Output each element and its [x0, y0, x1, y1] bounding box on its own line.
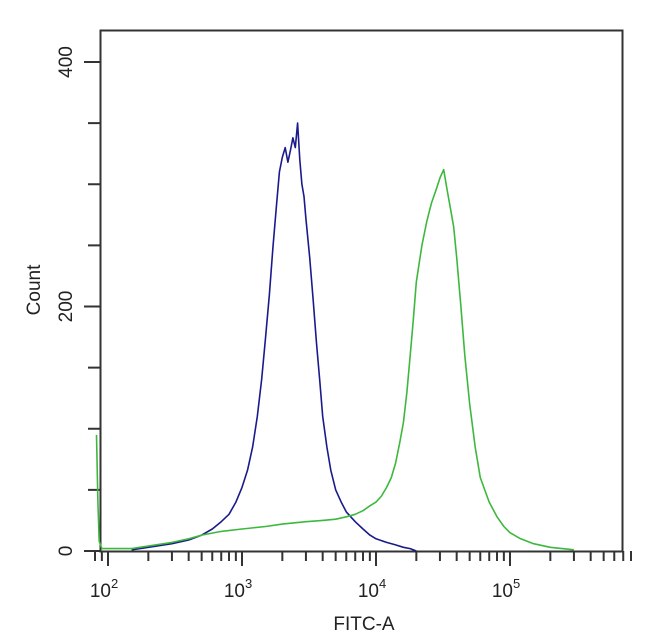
y-axis: 0 200 400 — [56, 46, 100, 556]
y-tick-label: 400 — [56, 46, 77, 78]
y-tick-label: 0 — [56, 546, 77, 557]
x-tick-label: 105 — [492, 576, 520, 602]
y-tick-label: 200 — [56, 291, 77, 323]
x-tick-label: 103 — [224, 576, 252, 602]
series-control — [131, 122, 417, 552]
x-axis-title: FITC-A — [333, 614, 395, 635]
series-antibody-stained — [95, 168, 574, 551]
y-axis-title: Count — [24, 264, 45, 315]
x-axis: 102 103 104 105 — [90, 551, 633, 602]
x-tick-label: 102 — [90, 576, 118, 602]
plot-frame — [99, 29, 624, 553]
series-layer — [95, 122, 574, 552]
x-tick-label: 104 — [358, 576, 386, 602]
